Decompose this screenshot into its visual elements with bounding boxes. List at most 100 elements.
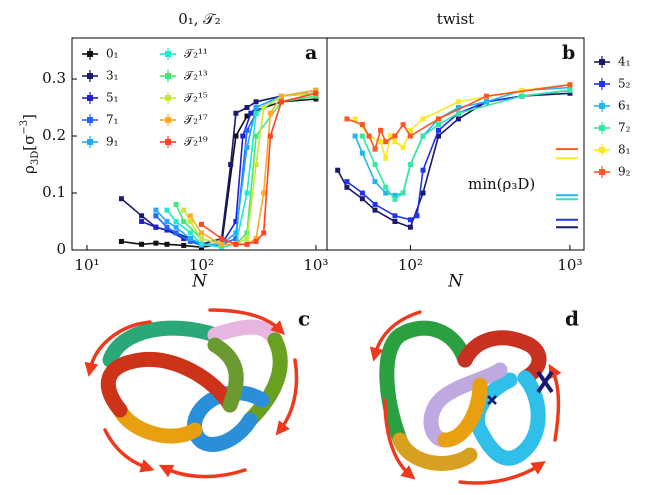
data-point xyxy=(519,87,525,93)
data-point xyxy=(240,133,246,139)
legend-marker xyxy=(165,73,171,79)
data-point xyxy=(407,133,413,139)
data-point xyxy=(267,133,273,139)
data-point xyxy=(392,219,398,225)
data-point xyxy=(253,110,259,116)
legend-label: 𝒯₂¹⁹ xyxy=(184,135,208,149)
legend-label: 0₁ xyxy=(106,47,118,61)
legend-label: 5₂ xyxy=(618,77,631,91)
data-point xyxy=(567,85,573,91)
legend-marker xyxy=(165,139,171,145)
data-point xyxy=(253,238,259,244)
series-line xyxy=(189,89,317,246)
data-point xyxy=(383,184,389,190)
legend-marker xyxy=(165,95,171,101)
y-tick-label: 0.2 xyxy=(42,126,66,144)
data-point xyxy=(407,224,413,230)
data-point xyxy=(153,207,159,213)
data-point xyxy=(198,221,204,227)
data-point xyxy=(139,241,145,247)
data-point xyxy=(219,241,225,247)
panel-label: c xyxy=(298,307,310,331)
legend-label: 9₁ xyxy=(106,135,118,149)
data-point xyxy=(164,224,170,230)
data-point xyxy=(420,167,426,173)
data-point xyxy=(253,105,259,111)
flow-arrow xyxy=(275,358,299,436)
legend-marker xyxy=(599,81,605,87)
data-point xyxy=(278,93,284,99)
legend-label: 9₂ xyxy=(618,165,631,179)
data-point xyxy=(383,139,389,145)
data-point xyxy=(267,110,273,116)
data-point xyxy=(173,224,179,230)
data-point xyxy=(253,133,259,139)
data-point xyxy=(139,213,145,219)
data-point xyxy=(392,192,398,198)
knot-strand xyxy=(207,319,283,348)
data-point xyxy=(344,179,350,185)
data-point xyxy=(244,105,250,111)
data-point xyxy=(187,219,193,225)
legend-marker xyxy=(87,51,93,57)
data-point xyxy=(392,196,398,202)
y-axis-label-part: [σ xyxy=(20,135,38,151)
data-point xyxy=(253,162,259,168)
panel-label: d xyxy=(565,307,579,331)
data-point xyxy=(233,110,239,116)
data-point xyxy=(567,82,573,88)
data-point xyxy=(372,207,378,213)
data-point xyxy=(261,190,267,196)
data-point xyxy=(187,213,193,219)
data-point xyxy=(352,133,358,139)
data-point xyxy=(400,122,406,128)
data-point xyxy=(344,116,350,122)
legend-marker xyxy=(599,59,605,65)
legend-label: 7₁ xyxy=(106,113,118,127)
knot-c: c xyxy=(84,307,310,479)
flow-arrow xyxy=(158,464,247,479)
data-point xyxy=(198,241,204,247)
data-point xyxy=(313,90,319,96)
data-point xyxy=(181,242,187,248)
knot-strand xyxy=(437,377,488,448)
knot-strand xyxy=(242,332,288,428)
legend-marker xyxy=(599,103,605,109)
data-point xyxy=(436,116,442,122)
data-point xyxy=(436,133,442,139)
data-point xyxy=(173,219,179,225)
data-point xyxy=(392,133,398,139)
chart-title: 0₁, 𝒯₂ xyxy=(178,10,221,28)
data-point xyxy=(233,236,239,242)
data-point xyxy=(484,99,490,105)
y-axis-label: ρ3D[σ−3] xyxy=(19,114,41,174)
data-point xyxy=(181,207,187,213)
knot-strand xyxy=(112,402,203,444)
data-point xyxy=(244,190,250,196)
data-point xyxy=(244,144,250,150)
legend-label: 𝒯₂¹⁵ xyxy=(184,91,208,105)
panel-label: a xyxy=(305,42,317,64)
data-point xyxy=(392,139,398,145)
data-point xyxy=(253,236,259,242)
data-point xyxy=(372,179,378,185)
legend-label: 𝒯₂¹¹ xyxy=(184,47,208,61)
y-tick-label: 0.1 xyxy=(42,183,66,201)
annotation: min(ρ₃D) xyxy=(468,175,535,193)
legend-marker xyxy=(599,147,605,153)
legend-label: 8₁ xyxy=(618,143,630,157)
data-point xyxy=(392,213,398,219)
data-point xyxy=(436,122,442,128)
data-point xyxy=(400,190,406,196)
data-point xyxy=(335,167,341,173)
data-point xyxy=(233,219,239,225)
knot-strand xyxy=(457,330,547,386)
data-point xyxy=(181,236,187,242)
data-point xyxy=(164,207,170,213)
data-point xyxy=(219,244,225,250)
legend-label: 4₁ xyxy=(618,55,630,69)
charts: 0₁, 𝒯₂ a N 10¹ 10² 10³ 0 0.1 0.2 0.3 ρ3D[σ−3] 0₁ 3₁ 5… xyxy=(19,10,631,292)
data-point xyxy=(436,127,442,133)
data-point xyxy=(383,190,389,196)
